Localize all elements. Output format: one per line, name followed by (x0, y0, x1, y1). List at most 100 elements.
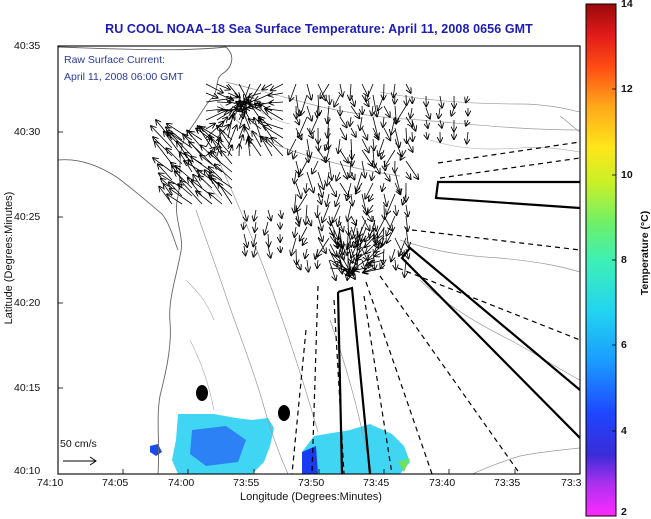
current-vector (375, 235, 385, 245)
current-vector (254, 209, 256, 221)
current-vector (365, 235, 376, 247)
scale-arrow (63, 456, 97, 466)
current-vector (368, 204, 374, 213)
current-vector (170, 189, 193, 205)
current-vector (295, 127, 302, 139)
current-vector (369, 259, 385, 264)
current-vector (266, 138, 284, 157)
current-vector (218, 183, 233, 205)
current-vector (209, 193, 223, 205)
current-vector (244, 245, 246, 255)
current-vector (373, 149, 375, 168)
current-vector (306, 105, 312, 121)
legend-line-1: Raw Surface Current: (64, 54, 165, 66)
colorbar-tick-label: 2 (621, 506, 627, 518)
current-vector (296, 215, 299, 226)
sst-patch-fragment (150, 444, 162, 456)
current-vector (385, 149, 396, 166)
current-vector (395, 204, 397, 215)
current-vector (333, 204, 341, 222)
current-vector (351, 171, 355, 179)
current-vector (326, 149, 329, 162)
current-vector (361, 94, 369, 106)
current-vector (227, 93, 238, 97)
colorbar-label: Temperature (°C) (639, 210, 651, 296)
current-vector (320, 83, 330, 98)
current-vector (294, 226, 296, 237)
current-vector (372, 171, 374, 180)
current-vector (221, 151, 233, 165)
current-vector (466, 120, 468, 126)
current-vector (351, 149, 352, 166)
figure-title: RU COOL NOAA–18 Sea Surface Temperature:… (105, 22, 533, 36)
current-vector (328, 182, 336, 196)
y-tick-label: 40:10 (14, 465, 41, 477)
current-vector (227, 125, 237, 148)
sst-patch-east-green (398, 458, 410, 472)
current-vector (383, 127, 390, 140)
bathymetry-contours-inner (185, 99, 580, 411)
current-vector (466, 95, 468, 102)
current-vector (391, 116, 396, 135)
current-vector (387, 193, 396, 214)
x-tick-label: 73:50 (298, 477, 325, 489)
current-vector (348, 219, 349, 235)
current-vector (347, 235, 348, 255)
current-vector (295, 259, 301, 269)
current-vector (307, 259, 308, 272)
current-vector (249, 119, 262, 130)
current-vector (307, 149, 309, 162)
current-vector (167, 194, 183, 205)
current-vector (329, 94, 330, 104)
y-tick-label: 40:30 (14, 126, 41, 138)
current-vector (253, 233, 256, 246)
current-vector (358, 235, 367, 250)
current-vector (378, 227, 385, 238)
radar-wedges (336, 180, 580, 474)
current-vector (395, 259, 396, 270)
current-vector (351, 243, 358, 258)
current-vector (262, 83, 273, 90)
current-vector (384, 193, 387, 206)
current-vector (327, 116, 329, 138)
x-tick-label: 74:10 (37, 477, 64, 489)
current-vector (296, 193, 308, 211)
current-vector (357, 227, 358, 242)
current-vector (383, 116, 384, 127)
current-vector (307, 138, 310, 157)
current-vector (363, 267, 385, 273)
colorbar-tick-label: 4 (621, 425, 627, 437)
current-vector (405, 83, 411, 93)
current-vector (300, 226, 308, 241)
current-vector (426, 119, 428, 128)
current-vector (347, 182, 352, 200)
current-vector (158, 164, 173, 181)
current-vector (351, 94, 354, 106)
current-vector (244, 83, 251, 100)
current-vector (387, 226, 396, 243)
colorbar-tick-label: 10 (621, 169, 633, 181)
current-vector (338, 138, 340, 153)
y-tick-label: 40:25 (14, 211, 41, 223)
current-vector (327, 171, 329, 185)
current-vector (329, 251, 341, 263)
current-vector (280, 245, 281, 252)
current-vector (261, 137, 273, 157)
current-vector (301, 94, 308, 115)
current-vector (360, 116, 362, 130)
coastline (58, 46, 233, 474)
wedge-south (336, 286, 372, 474)
current-vector (303, 237, 307, 245)
current-vector (406, 215, 408, 231)
current-vector (181, 181, 203, 205)
current-vector (405, 160, 418, 179)
current-vector (252, 131, 262, 148)
current-vector (405, 116, 412, 127)
current-vector (317, 259, 318, 268)
current-vector (393, 83, 395, 97)
current-vector (339, 116, 347, 127)
current-vector (216, 102, 231, 103)
y-tick-label: 40:35 (14, 40, 41, 52)
current-vector (406, 171, 411, 179)
current-vector (350, 116, 351, 126)
